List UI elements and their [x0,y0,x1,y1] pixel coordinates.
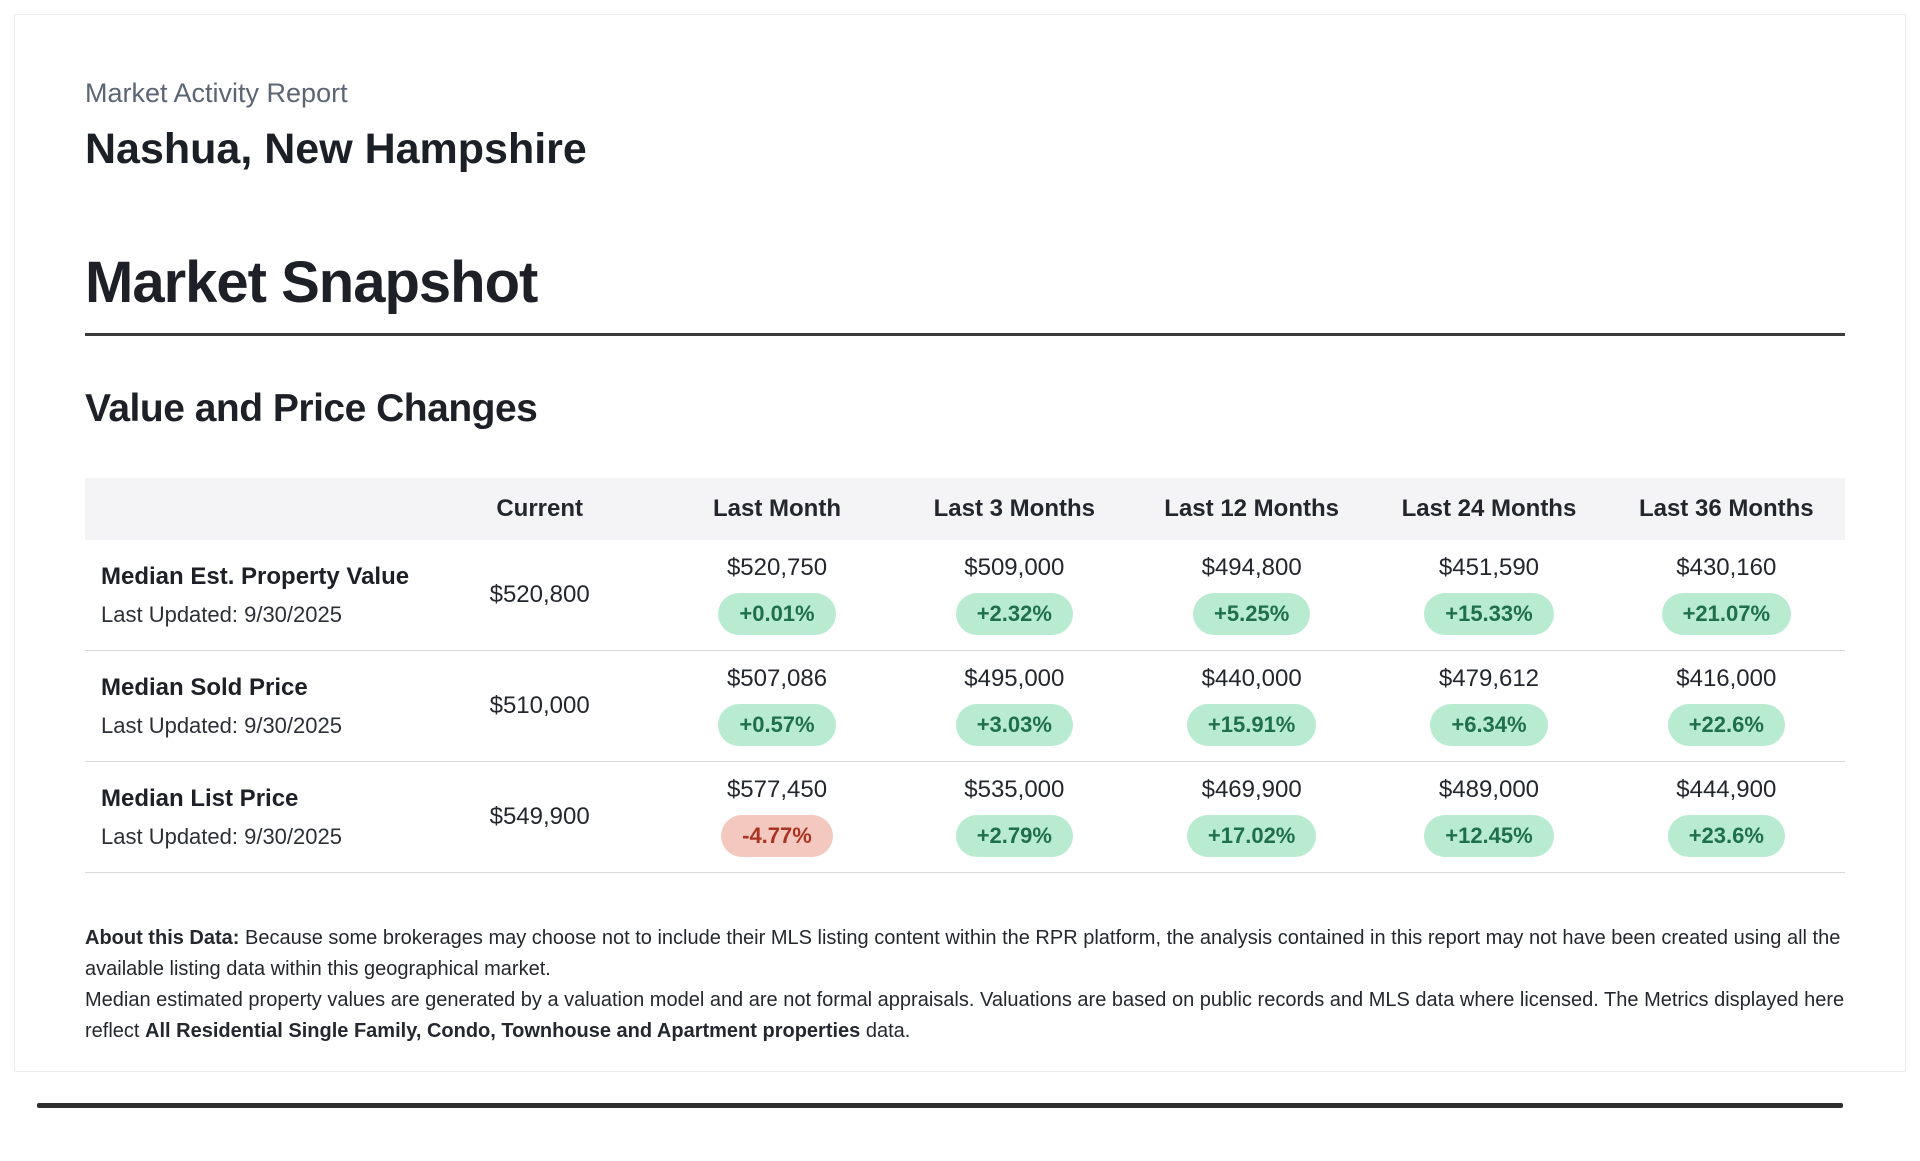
col-header-last-12-months: Last 12 Months [1164,495,1339,522]
change-badge: +15.33% [1424,593,1554,635]
table-row: Median List Price Last Updated: 9/30/202… [85,762,1845,873]
row-metric-cell: Median List Price Last Updated: 9/30/202… [85,785,421,849]
cell-value: $479,612 [1438,665,1540,692]
about-label: About this Data: [85,927,240,949]
change-badge: +3.03% [955,704,1073,746]
table-row: Median Est. Property Value Last Updated:… [85,540,1845,651]
change-cell: $577,450 -4.77% [658,777,895,857]
cell-value: $509,000 [964,554,1065,581]
change-badge: +17.02% [1186,815,1317,857]
current-value: $510,000 [489,692,590,719]
change-cell: $535,000 +2.79% [896,777,1133,857]
change-badge: -4.77% [721,815,833,857]
change-badge: +5.25% [1193,593,1311,635]
col-header-last-36-months: Last 36 Months [1638,495,1814,522]
col-header-last-24-months: Last 24 Months [1401,495,1577,522]
change-cell: $489,000 +12.45% [1370,777,1607,857]
col-header-last-month: Last Month [713,495,841,522]
cell-value: $444,900 [1676,776,1777,803]
cell-value: $494,800 [1201,554,1302,581]
cell-value: $440,000 [1201,665,1302,692]
about-text-1: Because some brokerages may choose not t… [85,927,1841,980]
page-divider-bar [37,1103,1843,1108]
cell-value: $495,000 [964,665,1065,692]
change-badge: +12.45% [1424,815,1554,857]
row-metric-cell: Median Sold Price Last Updated: 9/30/202… [85,674,421,738]
change-badge: +0.57% [718,704,836,746]
cell-value: $430,160 [1676,554,1777,581]
change-cell: $451,590 +15.33% [1370,555,1607,635]
change-badge: +23.6% [1667,815,1785,857]
section-divider [85,333,1845,336]
cell-value: $451,590 [1438,554,1540,581]
cell-value: $416,000 [1676,665,1777,692]
subsection-title: Value and Price Changes [85,387,538,430]
change-cell: $444,900 +23.6% [1608,777,1845,857]
about-paragraph-2: Median estimated property values are gen… [85,985,1845,1047]
change-cell: $495,000 +3.03% [896,666,1133,746]
about-paragraph-1: About this Data: Because some brokerages… [85,923,1845,985]
change-cell: $479,612 +6.34% [1370,666,1607,746]
row-last-updated: Last Updated: 9/30/2025 [101,824,342,849]
cell-value: $520,750 [726,554,828,581]
cell-value: $489,000 [1438,776,1540,803]
col-header-last-3-months: Last 3 Months [933,495,1095,522]
about-this-data: About this Data: Because some brokerages… [85,923,1845,1047]
change-badge: +6.34% [1430,704,1548,746]
about-text-2-lead: Median estimated property values are gen… [85,989,1845,1042]
change-badge: +22.6% [1667,704,1785,746]
col-header-current: Current [496,495,583,522]
report-card: Market Activity Report Nashua, New Hamps… [14,14,1906,1072]
change-badge: +2.32% [955,593,1073,635]
row-metric-label: Median List Price [101,785,299,812]
cell-value: $577,450 [726,776,828,803]
report-kicker: Market Activity Report [85,78,348,108]
change-cell: $416,000 +22.6% [1608,666,1845,746]
change-cell: $430,160 +21.07% [1608,555,1845,635]
table-header-row: Current Last Month Last 3 Months Last 12… [85,478,1845,540]
change-cell: $469,900 +17.02% [1133,777,1370,857]
change-cell: $440,000 +15.91% [1133,666,1370,746]
cell-value: $469,900 [1201,776,1302,803]
current-value: $549,900 [489,803,590,830]
change-cell: $509,000 +2.32% [896,555,1133,635]
report-location: Nashua, New Hampshire [85,125,587,173]
row-metric-label: Median Sold Price [101,674,308,701]
about-text-2-bold: All Residential Single Family, Condo, To… [145,1020,861,1042]
change-cell: $520,750 +0.01% [658,555,895,635]
row-metric-label: Median Est. Property Value [101,563,410,590]
change-cell: $507,086 +0.57% [658,666,895,746]
table-row: Median Sold Price Last Updated: 9/30/202… [85,651,1845,762]
row-metric-cell: Median Est. Property Value Last Updated:… [85,563,421,627]
change-badge: +15.91% [1186,704,1317,746]
row-last-updated: Last Updated: 9/30/2025 [101,713,342,738]
change-badge: +21.07% [1661,593,1792,635]
about-text-2-tail: data. [860,1020,911,1042]
change-cell: $494,800 +5.25% [1133,555,1370,635]
section-title: Market Snapshot [85,250,538,315]
change-badge: +0.01% [718,593,836,635]
cell-value: $535,000 [964,776,1065,803]
current-value: $520,800 [489,581,590,608]
cell-value: $507,086 [726,665,828,692]
change-badge: +2.79% [955,815,1073,857]
value-price-table: Current Last Month Last 3 Months Last 12… [85,478,1845,873]
row-last-updated: Last Updated: 9/30/2025 [101,602,342,627]
